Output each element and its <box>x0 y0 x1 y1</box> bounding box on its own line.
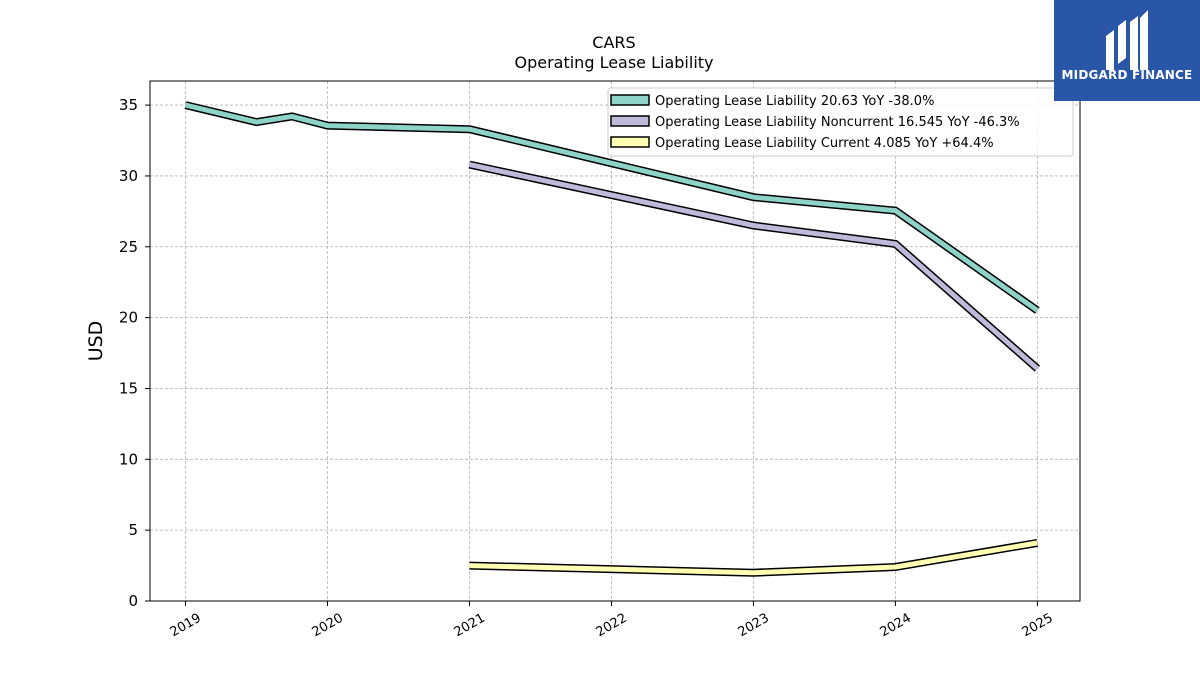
y-tick-label: 30 <box>119 167 138 185</box>
legend-swatch-0 <box>610 94 650 106</box>
y-tick-label: 10 <box>119 450 138 468</box>
x-tick-label: 2023 <box>736 611 772 641</box>
legend-box <box>607 87 1074 157</box>
y-tick-label: 25 <box>119 238 138 256</box>
series-line-2 <box>469 540 1038 576</box>
x-tick-label: 2024 <box>878 611 914 641</box>
series-line-0 <box>184 102 1039 313</box>
y-tick-label: 20 <box>119 309 138 327</box>
y-tick-label: 15 <box>119 379 138 397</box>
y-tick-label: 5 <box>128 521 138 539</box>
y-tick-label: 35 <box>119 96 138 114</box>
x-tick-label: 2019 <box>168 611 204 641</box>
y-tick-label: 0 <box>128 592 138 610</box>
legend-swatch-1 <box>610 115 650 127</box>
legend-entry-1: Operating Lease Liability Noncurrent 16.… <box>655 115 1020 130</box>
x-tick-label: 2020 <box>310 611 346 641</box>
logo-mark-icon <box>1106 10 1148 70</box>
grid-lines <box>150 81 1080 601</box>
logo-text: MIDGARD FINANCE <box>1061 68 1193 82</box>
plot-frame <box>149 80 1081 602</box>
legend-swatch-2 <box>610 136 650 148</box>
logo: MIDGARD FINANCE <box>1054 0 1200 101</box>
legend: Operating Lease Liability 20.63 YoY -38.… <box>607 87 1074 157</box>
x-tick-label: 2025 <box>1020 611 1056 641</box>
x-tick-label: 2021 <box>452 611 488 641</box>
legend-entry-2: Operating Lease Liability Current 4.085 … <box>655 136 994 151</box>
legend-entry-0: Operating Lease Liability 20.63 YoY -38.… <box>655 94 934 109</box>
y-axis-label: USD <box>85 321 107 362</box>
chart-title: CARS <box>592 33 635 52</box>
chart-subtitle: Operating Lease Liability <box>514 53 713 72</box>
series-lines <box>184 101 1041 577</box>
x-tick-label: 2022 <box>594 611 630 641</box>
series-line-1 <box>468 162 1040 371</box>
